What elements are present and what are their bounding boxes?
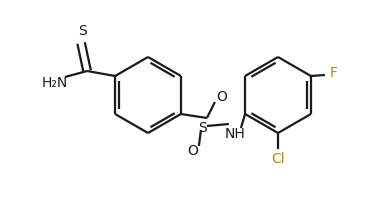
Text: O: O bbox=[217, 90, 227, 104]
Text: H₂N: H₂N bbox=[42, 76, 68, 90]
Text: S: S bbox=[199, 121, 207, 135]
Text: S: S bbox=[78, 24, 86, 38]
Text: Cl: Cl bbox=[271, 152, 285, 166]
Text: O: O bbox=[188, 144, 199, 158]
Text: NH: NH bbox=[224, 127, 245, 141]
Text: F: F bbox=[330, 66, 338, 80]
